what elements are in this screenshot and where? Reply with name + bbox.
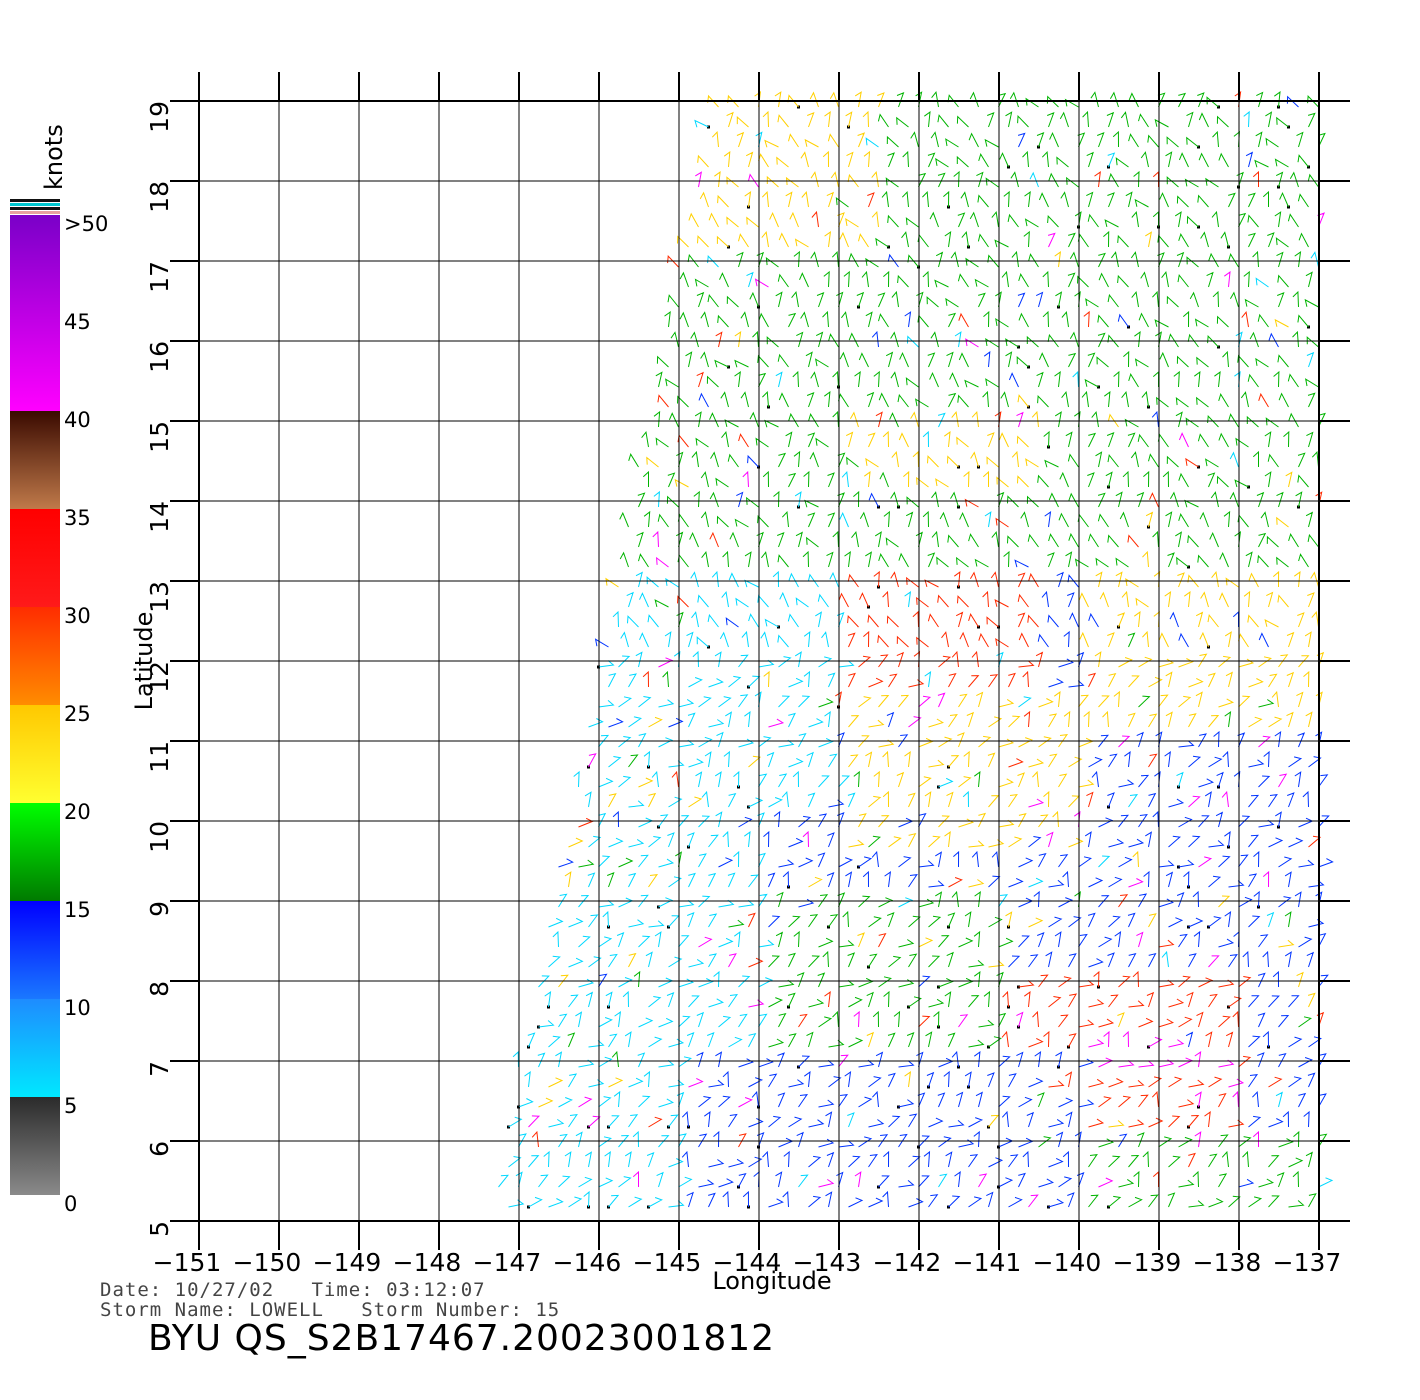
longitude-tick-label: −149	[313, 1248, 382, 1277]
longitude-tick-label: −139	[1113, 1248, 1182, 1277]
longitude-tick-label: −140	[1033, 1248, 1102, 1277]
colorbar-overflow-stripe	[10, 211, 60, 214]
colorbar-band	[10, 901, 60, 999]
latitude-tick-labels: 5 6 7 8 9 10 11 12 13 14 15 16 17 18 19	[145, 101, 174, 1237]
longitude-tick-label: −142	[873, 1248, 942, 1277]
latitude-tick-label: 16	[145, 341, 174, 373]
colorbar-band	[10, 1097, 60, 1195]
latitude-tick-label: 7	[145, 1061, 174, 1077]
colorbar-overflow-stripe	[10, 199, 60, 202]
latitude-tick-label: 9	[145, 901, 174, 917]
longitude-tick-label: −137	[1273, 1248, 1342, 1277]
wind-barb-field	[498, 91, 1334, 1209]
longitude-tick-label: −151	[153, 1248, 222, 1277]
latitude-tick-label: 10	[145, 821, 174, 853]
colorbar-band	[10, 607, 60, 705]
file-identifier: BYU QS_S2B17467.20023001812	[148, 1318, 776, 1359]
y-axis-label: Latitude	[130, 612, 158, 711]
longitude-tick-label: −138	[1193, 1248, 1262, 1277]
colorbar-tick-label: 15	[64, 898, 91, 922]
storm-info-line: Storm Name: LOWELL Storm Number: 15	[100, 1299, 561, 1321]
colorbar-tick-label: 40	[64, 408, 91, 432]
longitude-tick-label: −143	[793, 1248, 862, 1277]
wind-barb-group	[498, 110, 1334, 1208]
colorbar-band	[10, 215, 60, 411]
latitude-tick-label: 12	[145, 661, 174, 693]
colorbar-tick-label: 10	[64, 996, 91, 1020]
longitude-tick-label: −146	[553, 1248, 622, 1277]
latitude-tick-label: 15	[145, 421, 174, 453]
colorbar-unit-label: knots	[40, 124, 68, 190]
latitude-tick-label: 14	[145, 501, 174, 533]
colorbar-band	[10, 509, 60, 607]
longitude-tick-label: −141	[953, 1248, 1022, 1277]
map-gridlines	[170, 72, 1350, 1250]
latitude-tick-label: 19	[145, 101, 174, 133]
wind-barb-group	[558, 95, 1334, 1208]
colorbar-tick-label: >50	[64, 212, 108, 236]
colorbar-band	[10, 999, 60, 1097]
colorbar-overflow-stripe	[10, 203, 60, 206]
longitude-tick-label: −145	[633, 1248, 702, 1277]
longitude-tick-label: −150	[233, 1248, 302, 1277]
colorbar-band	[10, 411, 60, 509]
colorbar-tick-label: 35	[64, 506, 91, 530]
latitude-tick-label: 5	[145, 1221, 174, 1237]
longitude-tick-label: −144	[713, 1248, 782, 1277]
latitude-tick-label: 6	[145, 1141, 174, 1157]
colorbar-tick-label: 45	[64, 310, 91, 334]
colorbar-tick-label: 20	[64, 800, 91, 824]
colorbar-tick-label: 25	[64, 702, 91, 726]
longitude-tick-label: −148	[393, 1248, 462, 1277]
latitude-tick-label: 18	[145, 181, 174, 213]
longitude-tick-labels: −151 −150 −149 −148 −147 −146 −145 −144 −143 −142…	[153, 1248, 1342, 1277]
wind-barb-group	[531, 91, 1325, 1187]
colorbar-tick-label: 5	[64, 1094, 77, 1118]
x-axis-label: Longitude	[712, 1267, 831, 1295]
map-frame	[198, 100, 1320, 1222]
colorbar-band	[10, 705, 60, 803]
latitude-tick-label: 8	[145, 981, 174, 997]
colorbar-legend: >50 45 40 35 30 25 20 15 10 5 0	[10, 199, 108, 1216]
latitude-tick-label: 17	[145, 261, 174, 293]
colorbar-overflow-stripe	[10, 207, 60, 210]
latitude-tick-label: 11	[145, 741, 174, 773]
colorbar-band	[10, 803, 60, 901]
colorbar-tick-label: 30	[64, 604, 91, 628]
colorbar-tick-label: 0	[64, 1192, 77, 1216]
longitude-tick-label: −147	[473, 1248, 542, 1277]
date-time-line: Date: 10/27/02 Time: 03:12:07	[100, 1279, 486, 1301]
wind-barb-group	[538, 91, 1325, 1128]
wind-barb-group	[528, 171, 1325, 1208]
latitude-tick-label: 13	[145, 581, 174, 613]
wind-barb-group	[567, 91, 1328, 1208]
